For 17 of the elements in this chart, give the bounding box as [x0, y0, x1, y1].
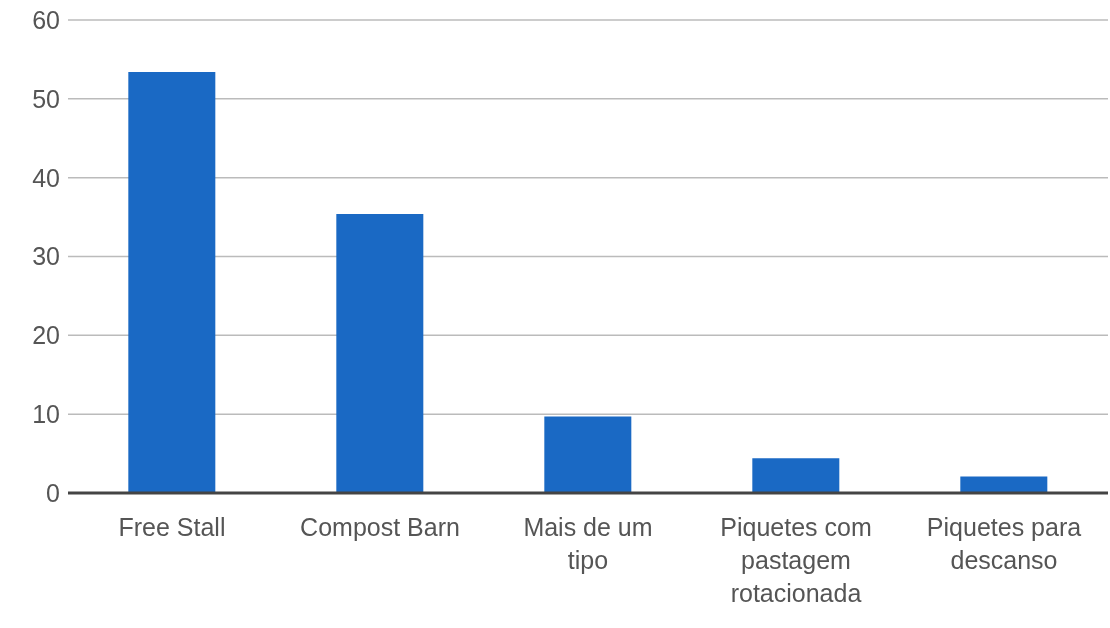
bar	[128, 72, 216, 493]
bar	[336, 213, 424, 493]
bar	[544, 416, 632, 493]
x-tick-label: Compost Barn	[300, 512, 460, 541]
bar	[960, 476, 1048, 493]
y-tick-label: 20	[32, 321, 60, 350]
x-tick-label: Piquetes para descanso	[926, 512, 1082, 574]
x-tick-label: Mais de um tipo	[523, 512, 653, 574]
y-tick-label: 0	[46, 478, 60, 507]
y-tick-label: 10	[32, 400, 60, 429]
x-tick-label: Free Stall	[118, 512, 226, 541]
bar	[752, 458, 840, 493]
y-tick-label: 40	[32, 163, 60, 192]
x-tick-label: Piquetes com pastagem rotacionada	[720, 512, 872, 607]
y-tick-label: 60	[32, 5, 60, 34]
y-tick-label: 30	[32, 242, 60, 271]
y-tick-label: 50	[32, 84, 60, 113]
